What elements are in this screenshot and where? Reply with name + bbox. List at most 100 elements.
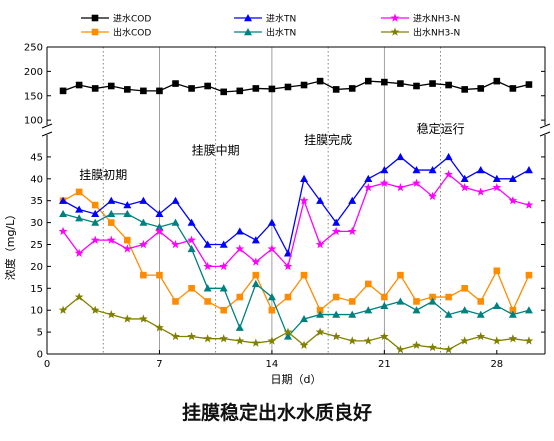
legend-label: 进水NH3-N xyxy=(413,13,460,25)
data-point xyxy=(75,214,84,222)
data-point xyxy=(524,336,534,345)
data-point xyxy=(267,293,276,301)
data-point xyxy=(428,191,437,201)
data-point xyxy=(332,86,340,93)
data-point xyxy=(445,81,452,89)
data-point xyxy=(187,235,196,244)
data-point xyxy=(204,82,211,90)
data-point xyxy=(379,178,389,187)
data-point xyxy=(219,261,229,271)
data-point xyxy=(203,240,212,248)
data-point xyxy=(348,298,356,305)
data-point xyxy=(397,271,404,279)
data-point xyxy=(300,81,308,89)
data-point xyxy=(364,77,372,85)
data-point xyxy=(139,218,148,226)
figure-caption: 挂膜稳定出水水质良好 xyxy=(181,402,372,424)
y-tick-label: 45 xyxy=(30,152,43,163)
data-point xyxy=(91,201,99,209)
data-point xyxy=(123,201,132,209)
series-line xyxy=(62,296,530,351)
data-point xyxy=(171,331,180,341)
data-point xyxy=(122,244,132,253)
y-tick-label: 5 xyxy=(37,328,43,339)
data-point xyxy=(509,306,517,314)
data-point xyxy=(74,248,84,257)
y-tick-label: 40 xyxy=(30,174,43,185)
data-point xyxy=(445,293,452,301)
data-point xyxy=(461,86,468,93)
series-4 xyxy=(59,209,533,340)
data-point xyxy=(316,77,324,85)
data-point xyxy=(444,152,453,161)
series-line xyxy=(62,213,530,338)
data-point xyxy=(252,85,260,92)
data-point xyxy=(59,196,68,204)
data-point xyxy=(412,166,421,174)
data-point xyxy=(284,293,292,301)
data-point xyxy=(476,331,486,341)
axis-break-mark xyxy=(41,131,53,137)
data-point xyxy=(74,292,84,301)
data-point xyxy=(477,85,485,92)
axes: 100 150 200 250 0 5 10 15 20 25 30 35 40 45 0 7 14 21 28 xyxy=(24,43,551,370)
axis-break-mark xyxy=(539,131,551,137)
data-point xyxy=(90,305,100,314)
data-point xyxy=(332,310,341,318)
legend-label: 出水COD xyxy=(113,27,151,39)
y-tick-label: 250 xyxy=(24,43,43,54)
data-point xyxy=(429,293,436,301)
data-point xyxy=(75,188,83,196)
data-point xyxy=(525,81,533,88)
data-point xyxy=(188,85,195,92)
data-point xyxy=(332,218,341,226)
data-point xyxy=(155,226,164,236)
data-point xyxy=(203,284,212,292)
data-point xyxy=(90,235,100,244)
data-point xyxy=(331,226,341,236)
data-point xyxy=(461,285,468,292)
legend-item: 出水COD xyxy=(81,27,151,39)
data-point xyxy=(268,85,276,93)
data-point xyxy=(363,336,373,345)
data-point xyxy=(140,271,147,279)
data-point xyxy=(235,336,245,345)
data-point xyxy=(476,310,485,318)
stage-labels: 挂膜初期 挂膜中期 挂膜完成 稳定运行 xyxy=(79,121,464,182)
data-point xyxy=(219,240,228,248)
data-point xyxy=(396,182,405,192)
data-point xyxy=(492,174,501,182)
data-point xyxy=(493,77,501,85)
x-tick-label: 0 xyxy=(44,359,50,370)
y-axis-label: 浓度（mg/L） xyxy=(3,209,17,281)
series-6 xyxy=(58,292,534,354)
y-tick-label: 150 xyxy=(24,91,43,102)
data-point xyxy=(413,298,420,305)
data-point xyxy=(156,87,163,95)
data-point xyxy=(107,82,115,90)
legend: 进水COD 进水TN 进水NH3-N 出水COD 出水TN 出水NH3-N xyxy=(81,13,460,39)
legend-label: 出水TN xyxy=(266,27,296,39)
stage-label: 挂膜中期 xyxy=(192,143,240,158)
data-point xyxy=(315,239,325,249)
data-point xyxy=(283,332,292,340)
data-point xyxy=(122,314,132,323)
data-point xyxy=(444,169,453,179)
data-point xyxy=(396,345,405,354)
data-point xyxy=(106,235,116,244)
legend-item: 出水TN xyxy=(234,27,296,39)
data-point xyxy=(75,81,83,89)
legend-label: 出水NH3-N xyxy=(413,27,460,39)
data-point xyxy=(171,218,180,226)
data-point xyxy=(380,166,389,174)
legend-item: 出水NH3-N xyxy=(381,27,460,39)
data-point xyxy=(155,323,164,332)
data-point xyxy=(460,306,469,314)
data-point xyxy=(379,331,389,341)
data-point xyxy=(188,285,195,292)
data-point xyxy=(187,331,196,341)
series-line xyxy=(62,191,530,312)
data-point xyxy=(107,209,116,218)
data-point xyxy=(268,306,276,314)
data-point xyxy=(203,261,213,271)
